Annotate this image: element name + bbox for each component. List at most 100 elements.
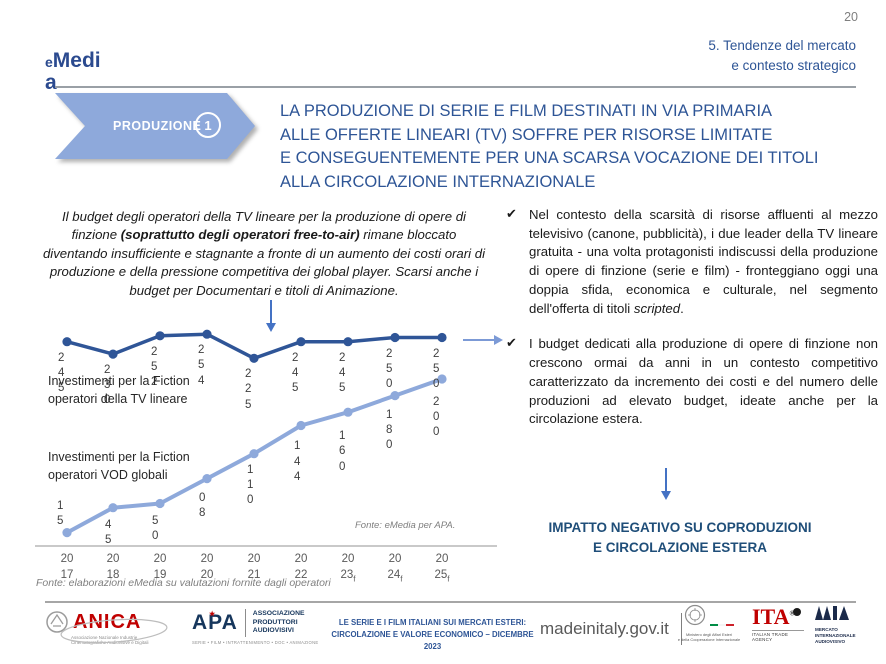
x-axis-line: [35, 545, 497, 547]
logo-small-e: e: [45, 54, 53, 70]
x-axis-tick: 20 24f: [387, 553, 403, 583]
data-point-marker: [62, 528, 72, 538]
data-point-marker: [390, 391, 400, 401]
headline-line: E CONSEGUENTEMENTE PER UNA SCARSA VOCAZI…: [280, 149, 819, 168]
chart-source-inline: Fonte: eMedia per APA.: [355, 520, 456, 531]
apa-org-line: AUDIOVISIVI: [252, 627, 294, 635]
headline-line: ALLE OFFERTE LINEARI (TV) SOFFRE PER RIS…: [280, 125, 773, 144]
ita-registered-mark: ®: [789, 609, 795, 618]
data-point-label: 1 5: [57, 499, 64, 527]
data-point-marker: [437, 332, 447, 343]
data-point-label: 2 4 5: [339, 351, 346, 394]
mia-subtitle-line: AUDIOVISIVO: [815, 639, 846, 645]
impact-line2: E CIRCOLAZIONE ESTERA: [592, 540, 767, 556]
data-point-marker: [62, 337, 72, 347]
data-point-marker: [296, 420, 306, 431]
series-label: Investimenti per la Fiction operatori del…: [48, 374, 190, 407]
bullet-text: Nel contesto della scarsità di risorse a…: [529, 207, 878, 316]
data-point-marker: [249, 353, 259, 363]
bullet-text: I budget dedicati alla produzione di ope…: [529, 336, 878, 427]
x-axis-tick: 20 18: [106, 553, 120, 581]
mia-subtitle-line: INTERNAZIONALE: [815, 633, 856, 639]
footer-divider: [45, 601, 856, 603]
checkmark-icon: ✔: [506, 335, 517, 351]
x-axis-tick: 20 17: [60, 553, 74, 581]
chart-plot-area: [62, 329, 447, 538]
ita-globe-icon: [792, 608, 801, 616]
section-title: 5. Tendenze del mercato e contesto strat…: [708, 36, 856, 77]
data-point-label: 2 0 0: [433, 396, 440, 439]
data-point-label: 1 6 0: [339, 430, 346, 473]
fiction-investments-line-chart: 2 4 5 2 3 0 2 5 2 2 5 4 2 2 5 2 4 5 2 4 5 2 5 0…: [30, 318, 510, 600]
emedia-logo: eMedi a: [45, 49, 101, 94]
x-axis-tick: 20 22: [294, 553, 308, 581]
data-point-marker: [343, 407, 353, 417]
banner-label: PRODUZIONE: [113, 119, 202, 133]
mia-mark-icon: [815, 606, 849, 620]
madeinitaly-text: madeinitaly.gov.it: [540, 619, 669, 638]
madeinitaly-divider: [680, 613, 683, 645]
down-arrow-icon: [264, 300, 278, 337]
intro-bold-text: (soprattutto degli operatori free-to-air…: [120, 227, 360, 243]
data-point-marker: [390, 332, 400, 343]
data-point-marker: [296, 337, 306, 347]
x-axis-tick: 20 25f: [434, 553, 450, 583]
data-point-label: 1 8 0: [386, 408, 393, 451]
data-point-label: 2 4 5: [292, 351, 299, 394]
badge-number-1: 1: [195, 112, 221, 138]
impact-statement: IMPATTO NEGATIVO SU COPRODUZIONI E CIRCO…: [540, 518, 820, 559]
headline-line: LA PRODUZIONE DI SERIE E FILM DESTINATI …: [280, 102, 773, 120]
chart-source-note: Fonte: elaborazioni eMedia su valutazion…: [36, 577, 331, 589]
ministero-logo: Ministero degli Affari Esteri e della Co…: [676, 604, 742, 643]
report-title-line1: LE SERIE E I FILM ITALIANI SUI MERCATI E…: [338, 618, 527, 627]
x-axis-tick: 20 21: [247, 553, 261, 581]
anica-tagline: Associazione Nazionale Industrie Cinemat…: [71, 635, 149, 645]
data-point-marker: [155, 331, 165, 341]
data-point-marker: [202, 329, 212, 339]
anica-name: ANICA: [73, 610, 142, 633]
report-title-line2: CIRCOLAZIONE E VALORE ECONOMICO – DICEMB…: [331, 630, 534, 652]
page-number: 20: [844, 10, 858, 24]
mia-subtitle-line: MERCATO: [815, 627, 838, 632]
report-title: LE SERIE E I FILM ITALIANI SUI MERCATI E…: [330, 617, 535, 653]
data-point-marker: [437, 374, 447, 384]
data-point-label: 2 2 5: [245, 368, 252, 411]
apa-logo: APA ★ ASSOCIAZIONE PRODUTTORI AUDIOVISIVI…: [192, 609, 319, 645]
right-arrow-icon: [463, 333, 503, 351]
data-point-marker: [108, 503, 118, 513]
madeinitaly-logo: madeinitaly.gov.it: [540, 613, 683, 645]
ministero-name-line1: Ministero degli Affari Esteri: [686, 632, 732, 637]
impact-line1: IMPATTO NEGATIVO SU COPRODUZIONI: [548, 520, 812, 535]
data-point-label: 2 4 5: [58, 351, 65, 394]
checkmark-icon: ✔: [506, 206, 517, 221]
apa-wordmark: APA ★: [192, 611, 238, 635]
data-point-marker: [202, 474, 212, 484]
data-point-marker: [108, 349, 118, 359]
anica-logo: ANICA Associazione Nazionale Industrie C…: [45, 610, 170, 645]
mia-logo: MERCATO INTERNAZIONALE AUDIOVISIVO: [815, 606, 870, 646]
apa-org-line: PRODUTTORI: [252, 618, 298, 626]
chevron-arrow-shape: PRODUZIONE 1: [55, 93, 255, 159]
intro-text: Il budget degli operatori della TV linea…: [62, 209, 466, 243]
data-point-label: 1 1 0: [247, 463, 254, 507]
bullet-list: ✔ Nel contesto della scarsità di risorse…: [506, 206, 878, 446]
bullet-item: ✔ Nel contesto della scarsità di risorse…: [506, 206, 878, 318]
data-point-marker: [249, 449, 259, 459]
data-point-label: 4 5: [105, 518, 112, 546]
intro-paragraph: Il budget degli operatori della TV linea…: [40, 208, 488, 300]
data-point-label: 0 8: [199, 491, 206, 519]
bullet-text: .: [680, 300, 684, 316]
apa-tagline: SERIE • FILM • INTRATTENIMENTO • DOC • A…: [192, 640, 319, 645]
x-axis-tick: 20 20: [200, 553, 214, 581]
data-point-label: 2 5 0: [433, 347, 440, 390]
apa-divider: [244, 609, 246, 637]
anica-emblem-icon: [46, 611, 68, 633]
section-title-line2: e contesto strategico: [731, 58, 856, 74]
ita-name: ITA: [752, 604, 790, 629]
data-point-label: 2 3 0: [104, 364, 111, 407]
intro-text: rimane bloccato diventando insufficiente…: [42, 227, 486, 298]
x-axis-tick: 20 19: [153, 553, 167, 581]
bullet-item: ✔ I budget dedicati alla produzione di o…: [506, 335, 878, 429]
data-point-label: 5 0: [152, 514, 159, 542]
